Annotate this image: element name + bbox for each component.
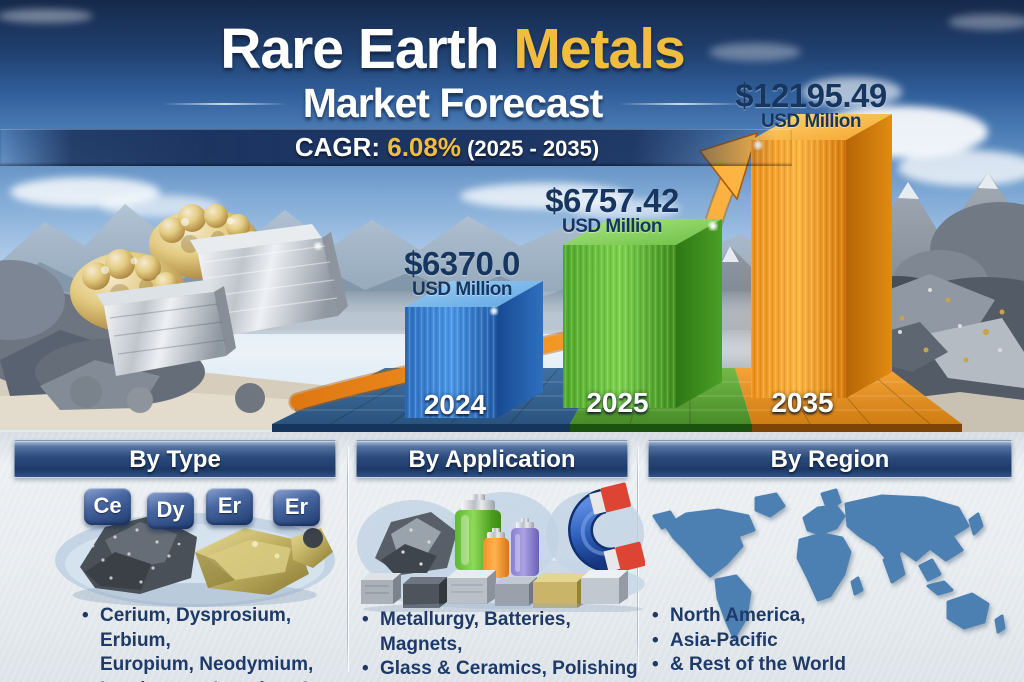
by-type-line-3: Lanthanum, Lutetium & Others: [100, 678, 344, 682]
bullet-icon: •: [82, 605, 89, 626]
list-item: • North America,: [652, 604, 982, 629]
bar-value-2024: $6370.0 USD Million: [372, 247, 552, 301]
cagr-text: CAGR: 6.08% (2025 - 2035): [295, 132, 599, 163]
bullet-icon: •: [652, 605, 659, 626]
element-tile-er-1: Er: [206, 488, 253, 525]
rare-earth-rocks-icon: [55, 513, 335, 607]
cagr-label: CAGR:: [294, 132, 388, 162]
by-application-line-1: Metallurgy, Batteries, Magnets,: [380, 609, 571, 655]
bullet-icon: •: [652, 654, 659, 675]
title-main: Rare Earth Metals: [0, 20, 905, 78]
cagr-value: 6.08%: [387, 132, 461, 162]
element-tile-dy: Dy: [147, 492, 194, 529]
bullet-icon: •: [652, 629, 659, 651]
title-white: Rare Earth: [220, 17, 514, 81]
by-type-line-1: Cerium, Dysprosium, Erbium,: [100, 605, 292, 651]
by-region-line-2: Asia-Pacific: [670, 629, 778, 651]
hero-section: Rare Earth Metals Market Forecast CAGR: …: [0, 0, 1024, 432]
silver-ingots: [96, 224, 348, 376]
subtitle-rule-right: [618, 102, 744, 105]
list-item: •Europium, Neodymium,: [82, 653, 344, 678]
bar-unit-2035: USD Million: [760, 111, 862, 132]
list-item: •Lanthanum, Lutetium & Others: [82, 678, 344, 682]
bar-amount-2025: $6757.42: [545, 182, 679, 219]
subtitle-rule-left: [161, 102, 287, 105]
bar-2025: [563, 219, 722, 408]
title-gold: Metals: [513, 17, 685, 81]
axis-label-2025: 2025: [586, 387, 649, 418]
gold-ore-rock: [195, 528, 333, 595]
axis-label-2024: 2024: [423, 389, 487, 420]
magnet-icon: [568, 482, 645, 573]
hero-scene: [0, 0, 1024, 432]
page-title: Rare Earth Metals Market Forecast: [0, 20, 905, 127]
bullet-icon: •: [362, 609, 369, 630]
right-ore-rocks: [836, 202, 1024, 432]
world-map-icon: [652, 488, 1006, 640]
header-by-region: By Region: [648, 440, 1012, 478]
title-subtitle-row: Market Forecast: [0, 80, 905, 127]
by-region-list: • North America, • Asia-Pacific • & Rest of…: [652, 604, 982, 678]
bar-unit-2024: USD Million: [411, 279, 513, 300]
by-type-list: • Cerium, Dysprosium, Erbium, •Europium, …: [82, 604, 344, 682]
axis-label-2035: 2035: [771, 387, 834, 418]
metal-cubes-icon: [361, 570, 643, 612]
bar-value-2025: $6757.42 USD Million: [522, 184, 702, 238]
element-tile-er-2: Er: [273, 489, 320, 526]
battery-icon: [455, 494, 539, 578]
header-by-application: By Application: [356, 440, 628, 478]
title-subtitle: Market Forecast: [302, 80, 603, 127]
cagr-period: (2025 - 2035): [460, 136, 600, 161]
bar-2024: [405, 281, 543, 418]
cagr-banner: [0, 129, 792, 166]
column-divider: [347, 446, 349, 672]
list-item: • & Rest of the World: [652, 653, 982, 678]
list-item: • Glass & Ceramics, Polishing Agents: [362, 657, 640, 682]
segments-panel: By Type By Application By Region Ce Dy E…: [0, 432, 1024, 682]
element-tile-ce: Ce: [84, 488, 131, 525]
list-item: • Metallurgy, Batteries, Magnets,: [362, 608, 640, 657]
metallurgy-rock-icon: [375, 512, 457, 575]
by-region-line-1: North America,: [670, 605, 806, 626]
bullet-icon: •: [362, 658, 369, 679]
dark-ore-rock: [80, 515, 197, 594]
bar-amount-2024: $6370.0: [404, 245, 520, 282]
list-item: • Asia-Pacific: [652, 629, 982, 654]
bar-unit-2025: USD Million: [561, 216, 663, 237]
by-type-line-2: Europium, Neodymium,: [100, 654, 314, 675]
application-icons: [357, 482, 645, 612]
bar-2035: [751, 114, 892, 398]
bar-value-2035: $12195.49 USD Million: [716, 79, 906, 133]
by-application-list: • Metallurgy, Batteries, Magnets, • Glass …: [362, 608, 640, 682]
header-by-type: By Type: [14, 440, 336, 478]
bar-amount-2035: $12195.49: [735, 77, 887, 114]
by-region-line-3: & Rest of the World: [670, 654, 846, 675]
by-application-line-2: Glass & Ceramics, Polishing Agents: [380, 658, 638, 679]
list-item: • Cerium, Dysprosium, Erbium,: [82, 604, 344, 653]
